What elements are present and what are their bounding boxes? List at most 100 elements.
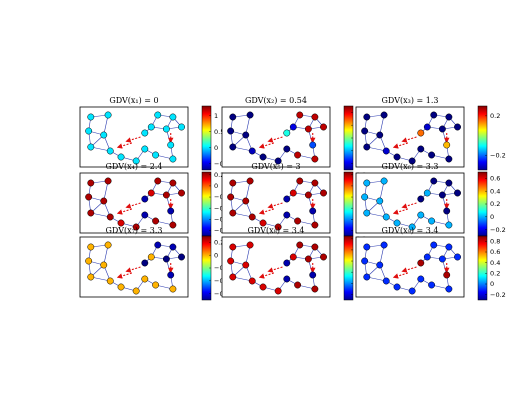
graph-node (393, 283, 401, 291)
graph-node (106, 147, 114, 155)
graph-node (417, 259, 425, 267)
graph-node (169, 179, 177, 187)
graph-node (417, 129, 425, 137)
graph-node (361, 127, 369, 135)
panel-title: GDV(x₁) = 0 (109, 96, 158, 105)
graph-node (117, 219, 125, 227)
colorbar-tick-label: −0.2 (490, 226, 506, 234)
graph-node (87, 243, 95, 251)
graph-node (169, 243, 177, 251)
graph-node (85, 193, 93, 201)
graph-node (229, 243, 237, 251)
graph-node (454, 123, 461, 131)
panel-5: GDV(x₅) = 30.20−0.2−0.4−0.6−0.8 (221, 162, 372, 237)
panel-3: GDV(x₃) = 1.3 0.2 −0.2 (355, 96, 506, 171)
graph-node (430, 241, 438, 249)
transition-arrow (258, 272, 275, 279)
graph-node (274, 223, 282, 231)
graph-node (147, 123, 155, 131)
graph-node (376, 131, 384, 139)
transition-arrow (267, 266, 283, 273)
graph-node (363, 179, 371, 187)
transition-arrow (392, 272, 409, 279)
graph-node (294, 281, 302, 289)
graph-node (169, 285, 177, 293)
graph-node (167, 271, 175, 279)
colorbar-tick-label: 0.8 (490, 238, 500, 246)
graph-node (283, 129, 291, 137)
graph-node (289, 189, 297, 197)
graph-node (445, 155, 453, 163)
graph-node (438, 255, 446, 263)
colorbar-tick-label: 0 (490, 280, 494, 288)
colorbar-tick-label: 0.2 (490, 200, 500, 208)
graph-node (141, 129, 149, 137)
graph-node (162, 255, 170, 263)
graph-node (152, 217, 160, 225)
panel-title: GDV(x₆) = 3.3 (382, 162, 439, 171)
graph-node (227, 257, 235, 265)
graph-node (309, 271, 317, 279)
graph-node (242, 131, 250, 139)
graph-node (169, 155, 177, 163)
graph-node (141, 145, 149, 153)
transition-arrow (267, 202, 283, 209)
graph-node (229, 273, 237, 281)
graph-node (106, 277, 114, 285)
colorbar-tick-label: 1 (214, 112, 218, 120)
graph-node (141, 195, 149, 203)
graph-node (311, 179, 319, 187)
transition-arrow (258, 142, 275, 149)
graph-node (296, 241, 304, 249)
graph-node (363, 143, 371, 151)
graph-node (296, 177, 304, 185)
graph-node (430, 177, 438, 185)
transition-arrow (392, 142, 409, 149)
graph-node (361, 193, 369, 201)
graph-node (87, 273, 95, 281)
transition-arrow (401, 266, 417, 273)
transition-arrow (125, 202, 141, 209)
graph-node (178, 123, 185, 131)
panel-4: GDV(x₄) = 2.40.20−0.2−0.4−0.6−0.8 (79, 162, 230, 237)
graph-node (162, 125, 170, 133)
graph-node (382, 277, 390, 285)
graph-node (430, 111, 438, 119)
graph-node (289, 123, 297, 131)
graph-node (363, 273, 371, 281)
graph-node (283, 259, 291, 267)
graph-node (428, 217, 436, 225)
graph-node (242, 261, 250, 269)
panel-title: GDV(x₅) = 3 (251, 162, 300, 171)
graph-node (100, 197, 108, 205)
graph-node (445, 113, 453, 121)
graph-node (248, 147, 256, 155)
graph-node (380, 111, 388, 119)
graph-node (428, 281, 436, 289)
graph-node (259, 283, 267, 291)
graph-node (294, 217, 302, 225)
panel-title: GDV(x₉) = 3.4 (382, 226, 439, 235)
graph-node (246, 177, 254, 185)
transition-arrow (116, 142, 133, 149)
graph-node (393, 153, 401, 161)
graph-node (141, 211, 149, 219)
panel-title: GDV(x₄) = 2.4 (106, 162, 163, 171)
graph-node (311, 155, 319, 163)
graph-node (85, 257, 93, 265)
graph-node (132, 223, 140, 231)
panel-title: GDV(x₂) = 0.54 (245, 96, 307, 105)
graph-node (382, 147, 390, 155)
graph-node (117, 283, 125, 291)
graph-node (376, 197, 384, 205)
graph-node (229, 113, 237, 121)
graph-node (309, 141, 317, 149)
colorbar-tick-label: −0.2 (490, 151, 506, 159)
graph-node (154, 241, 162, 249)
colorbar-tick-label: 0.5 (214, 128, 224, 136)
graph-node (363, 243, 371, 251)
graph-node (167, 141, 175, 149)
graph-node (274, 157, 282, 165)
graph-node (147, 253, 155, 261)
